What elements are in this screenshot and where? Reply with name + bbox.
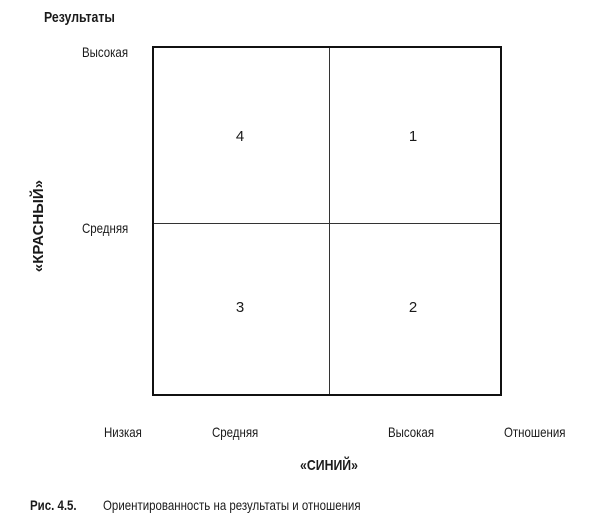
y-axis-label-high: Высокая bbox=[82, 44, 138, 60]
x-axis-title: Отношения bbox=[504, 424, 579, 440]
figure-caption-text-content: Ориентированность на результаты и отноше… bbox=[103, 497, 361, 513]
grid-vertical-divider bbox=[329, 48, 330, 394]
figure-caption-text: Ориентированность на результаты и отноше… bbox=[103, 497, 417, 513]
y-axis-name: «КРАСНЫЙ» bbox=[30, 179, 47, 273]
x-axis-name: «СИНИЙ» bbox=[300, 458, 371, 474]
x-axis-title-text: Отношения bbox=[504, 424, 566, 440]
x-axis-label-low-text: Низкая bbox=[104, 424, 142, 440]
figure-caption-number-text: Рис. 4.5. bbox=[30, 497, 77, 513]
quadrant-top-left-number: 4 bbox=[235, 128, 245, 145]
quadrant-bottom-right-number: 2 bbox=[408, 299, 418, 316]
x-axis-name-text: «СИНИЙ» bbox=[300, 457, 358, 474]
quadrant-top-right-number: 1 bbox=[408, 128, 418, 145]
x-axis-label-mid: Средняя bbox=[212, 424, 268, 440]
y-axis-label-mid: Средняя bbox=[82, 220, 138, 236]
x-axis-label-high: Высокая bbox=[388, 424, 444, 440]
grid-horizontal-divider bbox=[154, 223, 500, 224]
quadrant-bottom-left-number: 3 bbox=[235, 299, 245, 316]
y-axis-title-text: Результаты bbox=[44, 9, 115, 26]
y-axis-name-text: «КРАСНЫЙ» bbox=[30, 179, 47, 273]
x-axis-label-low: Низкая bbox=[104, 424, 150, 440]
y-axis-label-mid-text: Средняя bbox=[82, 220, 129, 236]
x-axis-label-mid-text: Средняя bbox=[212, 424, 259, 440]
y-axis-label-high-text: Высокая bbox=[82, 44, 129, 60]
y-axis-title: Результаты bbox=[44, 10, 130, 26]
figure-caption-number: Рис. 4.5. bbox=[30, 497, 87, 513]
quadrant-grid: 4 1 3 2 bbox=[152, 46, 502, 396]
x-axis-label-high-text: Высокая bbox=[388, 424, 435, 440]
